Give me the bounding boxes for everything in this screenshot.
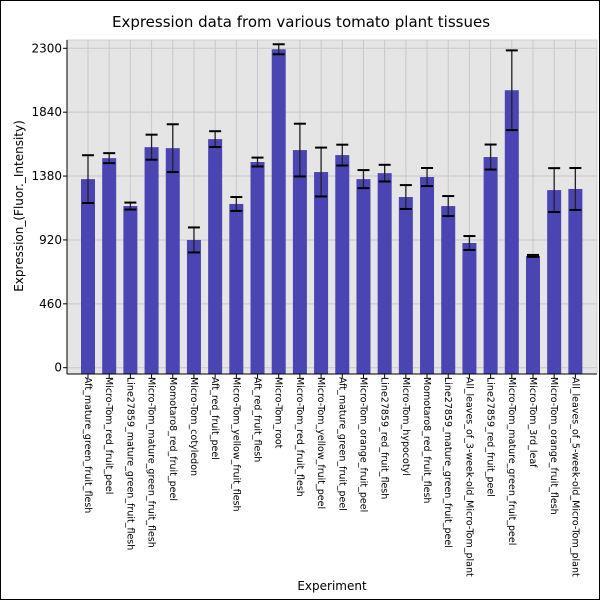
x-tick-label: Micro-Tom_red_fruit_peel: [103, 377, 114, 494]
bar: [483, 157, 498, 374]
bar: [123, 206, 138, 374]
x-tick-label: Line27859_red_fruit_flesh: [379, 377, 390, 499]
x-tick-label: Micro-Tom_yellow_fruit_flesh: [230, 377, 241, 512]
bar: [81, 179, 95, 374]
y-tick-label: 1380: [31, 169, 62, 183]
bar: [504, 90, 519, 374]
x-tick-label: Momotaro8_red_fruit_flesh: [421, 377, 432, 503]
bar: [547, 190, 562, 374]
x-tick-label: Line27859_red_fruit_peel: [485, 377, 496, 497]
x-axis-label: Experiment: [297, 579, 367, 593]
x-tick-label: Aft_mature_green_fruit_flesh: [82, 377, 93, 513]
y-tick-label: 2300: [31, 41, 62, 55]
bar: [102, 158, 117, 374]
x-tick-label: Micro-Tom_orange_fruit_flesh: [548, 377, 559, 515]
bar: [165, 148, 180, 374]
bar: [144, 147, 159, 374]
x-tick-label: Micro-Tom_mature_green_fruit_peel: [506, 377, 517, 545]
x-tick-label: Micro-Tom_cotyledon: [188, 377, 199, 476]
x-tick-label: Micro-Tom_3rd_leaf: [527, 377, 538, 468]
bar: [568, 188, 583, 374]
chart-title: Expression data from various tomato plan…: [112, 13, 490, 31]
bar: [250, 162, 265, 374]
bar: [462, 242, 477, 374]
x-tick-label: Micro-Tom_yellow_fruit_peel: [315, 377, 326, 509]
x-tick-label: Aft_red_fruit_flesh: [252, 377, 263, 462]
x-tick-label: Micro-Tom_red_fruit_flesh: [294, 377, 305, 497]
y-tick-label: 920: [39, 233, 62, 247]
y-tick-label: 0: [54, 361, 62, 375]
y-tick-label: 1840: [31, 105, 62, 119]
bar: [335, 155, 350, 374]
bar: [441, 206, 456, 374]
bar: [208, 139, 223, 374]
plot-area: 0 460 920 1380 1840 2300 Aft_mature_green_frui…: [31, 39, 598, 577]
bar: [229, 203, 244, 374]
bar: [420, 177, 435, 374]
bar: [292, 150, 307, 374]
x-tick-label: Line27859_mature_green_fruit_flesh: [124, 377, 135, 550]
y-axis-label: Expression_(Fluor._Intensity): [12, 120, 26, 292]
x-tick-label: All_leaves_of_5-week-old_Micro-Tom_plant: [569, 377, 580, 577]
x-tick-label: Micro-Tom_root: [273, 377, 284, 449]
bar: [377, 173, 392, 374]
x-tick-label: Micro-Tom_hypocotyl: [400, 377, 411, 476]
y-tick-label: 460: [39, 297, 62, 311]
x-tick-label: Aft_red_fruit_peel: [209, 377, 220, 460]
x-tick-label: Line27859_mature_green_fruit_peel: [442, 377, 453, 548]
bar: [271, 49, 286, 374]
x-tick-label: Micro-Tom_orange_fruit_peel: [357, 377, 368, 512]
bar: [314, 172, 329, 374]
x-tick-label: Momotaro8_red_fruit_peel: [167, 377, 178, 501]
x-tick-label: Aft_mature_green_fruit_peel: [336, 377, 347, 511]
x-tick-label: All_leaves_of_3-week-old_Micro-Tom_plant: [463, 377, 474, 577]
bar: [525, 255, 540, 374]
bar: [186, 239, 201, 374]
bar: [398, 197, 413, 374]
x-tick-label: Micro-Tom_mature_green_fruit_flesh: [146, 377, 157, 548]
bar: [356, 179, 371, 374]
